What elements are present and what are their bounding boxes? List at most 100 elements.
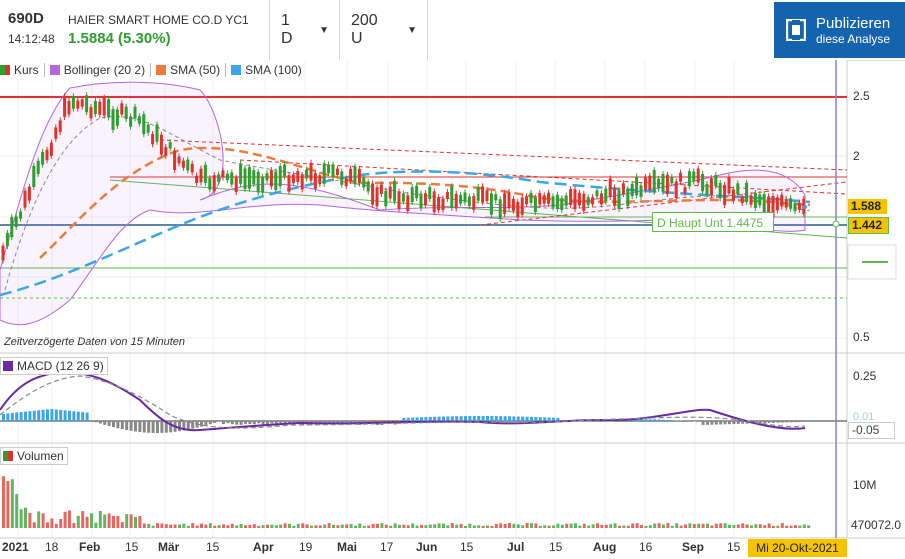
candle-body (309, 162, 313, 181)
macd-histogram-bar (191, 421, 195, 429)
macd-histogram-bar (19, 412, 23, 421)
candle-body (415, 185, 419, 199)
volume-swatch (3, 451, 13, 461)
volume-bar (266, 524, 269, 528)
macd-histogram-bar (186, 421, 190, 430)
volume-bar (560, 524, 564, 528)
macd-histogram-bar (503, 416, 507, 421)
volume-bar (222, 524, 225, 528)
candle-body (32, 165, 36, 187)
divider (427, 0, 428, 60)
publish-analysis-button[interactable]: Publizieren diese Analyse (774, 2, 905, 58)
candle-body (591, 197, 595, 205)
legend-sma50-label[interactable]: SMA (50) (170, 63, 221, 77)
candle-body (749, 195, 753, 205)
macd-line (0, 370, 806, 432)
volume-bar (569, 523, 573, 528)
volume-bar (688, 523, 692, 528)
candle-body (349, 168, 353, 182)
macd-histogram-bar (670, 420, 674, 421)
volume-bar (640, 525, 643, 528)
candle-body (736, 183, 740, 195)
candle-body (406, 195, 410, 212)
macd-histogram-bar (147, 421, 151, 433)
volume-label[interactable]: Volumen (0, 447, 68, 465)
volume-bar (503, 523, 507, 528)
volume-bar (701, 523, 705, 528)
legend-bollinger-label[interactable]: Bollinger (20 2) (63, 63, 146, 77)
candle-body (643, 176, 647, 191)
volume-bar (719, 523, 723, 528)
macd-histogram-bar (54, 409, 58, 421)
bollinger-band (0, 81, 806, 326)
divider (339, 0, 340, 60)
candle-body (19, 211, 23, 219)
candle-body (767, 196, 771, 212)
candle-body (67, 100, 71, 115)
macd-histogram-bar (464, 416, 467, 421)
candle-body (36, 160, 40, 174)
legend-swatch-price (0, 65, 10, 75)
macd-histogram-bar (134, 421, 137, 432)
indicator-legend: Kurs Bollinger (20 2) SMA (50) SMA (100) (0, 62, 302, 78)
candle-body (335, 168, 339, 175)
support-line-label[interactable]: D Haupt Unt 1.4475 (652, 212, 774, 232)
macd-histogram-bar (657, 419, 661, 421)
candle-body (762, 194, 766, 214)
macd-histogram-bar (508, 416, 511, 421)
volume-bar (208, 523, 212, 528)
volume-bar (195, 525, 199, 528)
macd-histogram-bar (494, 416, 498, 421)
legend-sma100-label[interactable]: SMA (100) (245, 63, 302, 77)
candle-body (146, 124, 150, 133)
macd-histogram-bar (512, 416, 516, 421)
macd-histogram-bar (76, 411, 80, 421)
candle-body (129, 116, 133, 127)
macd-histogram-bar (217, 421, 221, 422)
candle-body (516, 201, 520, 218)
volume-bar (358, 523, 362, 528)
candle-body (617, 190, 621, 210)
macd-histogram-bar (160, 421, 164, 433)
volume-bar (657, 523, 661, 528)
volume-bar (745, 524, 749, 528)
volume-label-text: Volumen (17, 449, 64, 463)
candle-body (327, 164, 331, 174)
volume-bar (565, 523, 569, 528)
volume-bar (129, 514, 133, 528)
macd-histogram-bar (455, 416, 459, 421)
candle-body (107, 99, 111, 118)
legend-price-label[interactable]: Kurs (14, 63, 39, 77)
candle-body (283, 164, 287, 177)
candle-body (291, 174, 295, 184)
range-dropdown[interactable]: 200 U ▼ (351, 0, 417, 60)
interval-dropdown[interactable]: 1 D ▼ (281, 0, 329, 60)
candle-body (287, 175, 291, 192)
volume-bar (6, 481, 10, 528)
volume-bar (490, 525, 494, 528)
legend-swatch-sma100 (231, 65, 242, 75)
macd-histogram-bar (261, 421, 265, 425)
macd-histogram-bar (499, 416, 503, 421)
volume-bar (2, 476, 5, 528)
macd-histogram-bar (68, 410, 71, 421)
volume-bar (679, 525, 683, 528)
candle-body (76, 100, 80, 109)
candle-body (793, 203, 797, 212)
candle-body (199, 168, 203, 183)
volume-bar (785, 525, 789, 528)
macd-label[interactable]: MACD (12 26 9) (0, 357, 108, 375)
volume-bar (547, 525, 551, 528)
price-chart[interactable] (0, 60, 905, 559)
candle-body (151, 134, 155, 145)
volume-bar (107, 513, 111, 528)
volume-bar (94, 522, 98, 528)
candle-body (401, 193, 405, 202)
candle-body (604, 188, 608, 202)
macd-histogram-bar (213, 421, 217, 423)
candle-body (305, 169, 309, 179)
volume-bar (226, 525, 230, 528)
volume-bar (332, 524, 335, 528)
volume-bar (327, 523, 331, 528)
candle-body (569, 189, 573, 205)
